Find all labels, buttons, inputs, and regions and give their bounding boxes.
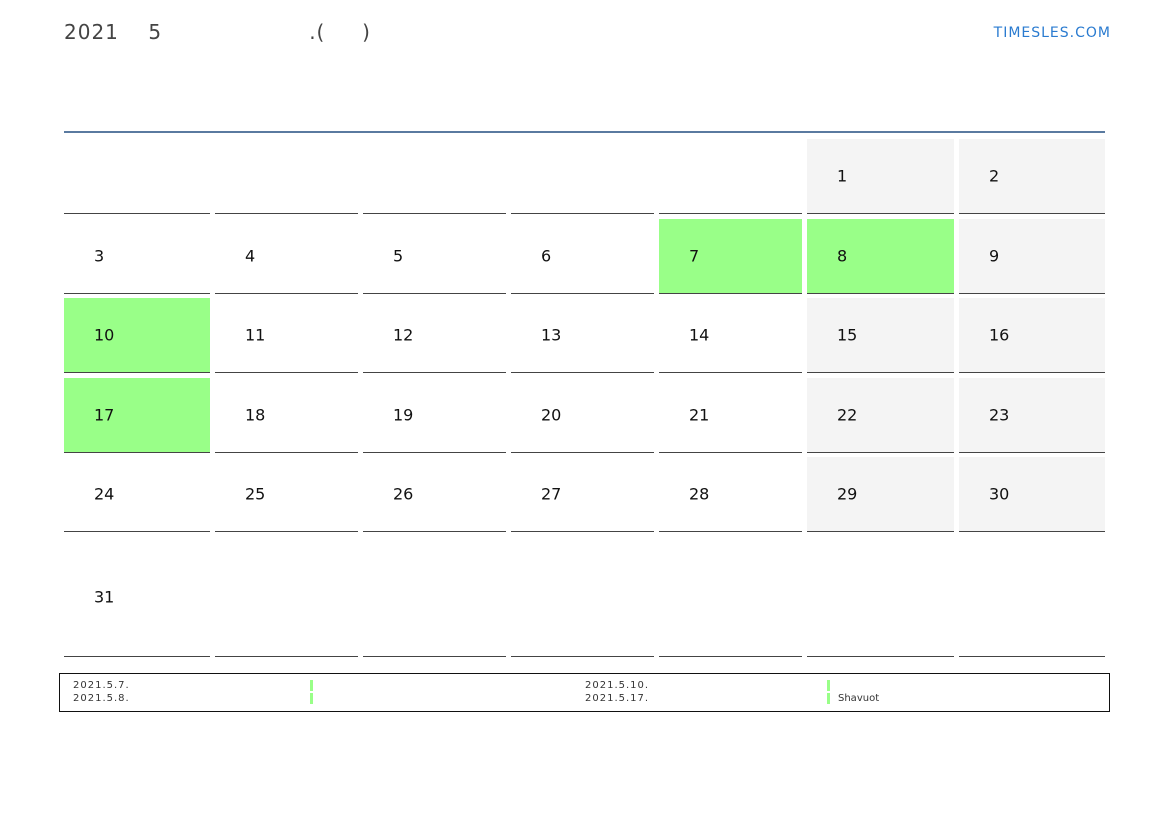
day-cell[interactable]: 8 bbox=[807, 219, 954, 294]
day-cell[interactable]: 31 bbox=[64, 537, 210, 657]
day-cell[interactable]: 9 bbox=[959, 219, 1105, 294]
day-cell[interactable]: 11 bbox=[215, 298, 358, 373]
day-cell[interactable]: 4 bbox=[215, 219, 358, 294]
day-cell[interactable]: 19 bbox=[363, 378, 506, 453]
day-number: 21 bbox=[689, 405, 710, 425]
day-cell[interactable]: 1 bbox=[807, 139, 954, 214]
empty-cell bbox=[64, 139, 210, 214]
legend-color-mark bbox=[310, 693, 313, 704]
day-number: 18 bbox=[245, 405, 266, 425]
day-number: 29 bbox=[837, 484, 858, 504]
day-cell[interactable]: 23 bbox=[959, 378, 1105, 453]
day-cell[interactable]: 22 bbox=[807, 378, 954, 453]
day-number: 20 bbox=[541, 405, 562, 425]
day-number: 12 bbox=[393, 325, 414, 345]
day-number: 5 bbox=[393, 246, 404, 266]
empty-cell bbox=[807, 537, 954, 657]
day-cell[interactable]: 27 bbox=[511, 457, 654, 532]
empty-cell bbox=[215, 537, 358, 657]
day-cell[interactable]: 13 bbox=[511, 298, 654, 373]
day-number: 3 bbox=[94, 246, 105, 266]
day-cell[interactable]: 12 bbox=[363, 298, 506, 373]
legend-color-mark bbox=[827, 693, 830, 704]
day-number: 6 bbox=[541, 246, 552, 266]
day-number: 4 bbox=[245, 246, 256, 266]
brand-link[interactable]: TIMESLES.COM bbox=[993, 25, 1111, 41]
day-number: 1 bbox=[837, 166, 848, 186]
legend-color-mark bbox=[827, 680, 830, 691]
empty-cell bbox=[511, 139, 654, 214]
day-cell[interactable]: 25 bbox=[215, 457, 358, 532]
day-cell[interactable]: 24 bbox=[64, 457, 210, 532]
day-number: 14 bbox=[689, 325, 710, 345]
day-number: 22 bbox=[837, 405, 858, 425]
day-cell[interactable]: 7 bbox=[659, 219, 802, 294]
legend-date: 2021.5.10. 2021.5.17. bbox=[585, 680, 650, 704]
day-number: 26 bbox=[393, 484, 414, 504]
day-cell[interactable]: 15 bbox=[807, 298, 954, 373]
day-number: 10 bbox=[94, 325, 115, 345]
empty-cell bbox=[959, 537, 1105, 657]
day-cell[interactable]: 3 bbox=[64, 219, 210, 294]
day-number: 2 bbox=[989, 166, 1000, 186]
day-cell[interactable]: 6 bbox=[511, 219, 654, 294]
day-cell[interactable]: 30 bbox=[959, 457, 1105, 532]
day-number: 13 bbox=[541, 325, 562, 345]
empty-cell bbox=[363, 139, 506, 214]
day-number: 8 bbox=[837, 246, 848, 266]
empty-cell bbox=[659, 537, 802, 657]
empty-cell bbox=[215, 139, 358, 214]
empty-cell bbox=[511, 537, 654, 657]
legend-color-mark bbox=[310, 680, 313, 691]
day-cell[interactable]: 14 bbox=[659, 298, 802, 373]
day-number: 23 bbox=[989, 405, 1010, 425]
day-number: 25 bbox=[245, 484, 266, 504]
day-cell[interactable]: 21 bbox=[659, 378, 802, 453]
day-number: 11 bbox=[245, 325, 266, 345]
holiday-legend: 2021.5.7. 2021.5.8. 2021.5.10. 2021.5.17. … bbox=[59, 673, 1110, 712]
day-number: 28 bbox=[689, 484, 710, 504]
empty-cell bbox=[363, 537, 506, 657]
day-cell[interactable]: 20 bbox=[511, 378, 654, 453]
day-cell[interactable]: 2 bbox=[959, 139, 1105, 214]
day-number: 31 bbox=[94, 587, 115, 606]
day-cell[interactable]: 10 bbox=[64, 298, 210, 373]
legend-holiday-name: Shavuot bbox=[838, 693, 880, 704]
day-number: 15 bbox=[837, 325, 858, 345]
day-cell[interactable]: 26 bbox=[363, 457, 506, 532]
day-cell[interactable]: 28 bbox=[659, 457, 802, 532]
empty-cell bbox=[659, 139, 802, 214]
day-cell[interactable]: 29 bbox=[807, 457, 954, 532]
day-number: 17 bbox=[94, 405, 115, 425]
day-number: 30 bbox=[989, 484, 1010, 504]
header-divider bbox=[64, 131, 1105, 133]
day-number: 19 bbox=[393, 405, 414, 425]
day-number: 27 bbox=[541, 484, 562, 504]
day-number: 9 bbox=[989, 246, 1000, 266]
day-cell[interactable]: 17 bbox=[64, 378, 210, 453]
legend-date: 2021.5.7. 2021.5.8. bbox=[73, 680, 130, 704]
day-cell[interactable]: 16 bbox=[959, 298, 1105, 373]
day-cell[interactable]: 5 bbox=[363, 219, 506, 294]
day-number: 16 bbox=[989, 325, 1010, 345]
day-number: 7 bbox=[689, 246, 700, 266]
day-number: 24 bbox=[94, 484, 115, 504]
page-title: 2021 5 .( ) bbox=[64, 20, 371, 44]
legend-holiday-name bbox=[318, 679, 322, 705]
day-cell[interactable]: 18 bbox=[215, 378, 358, 453]
